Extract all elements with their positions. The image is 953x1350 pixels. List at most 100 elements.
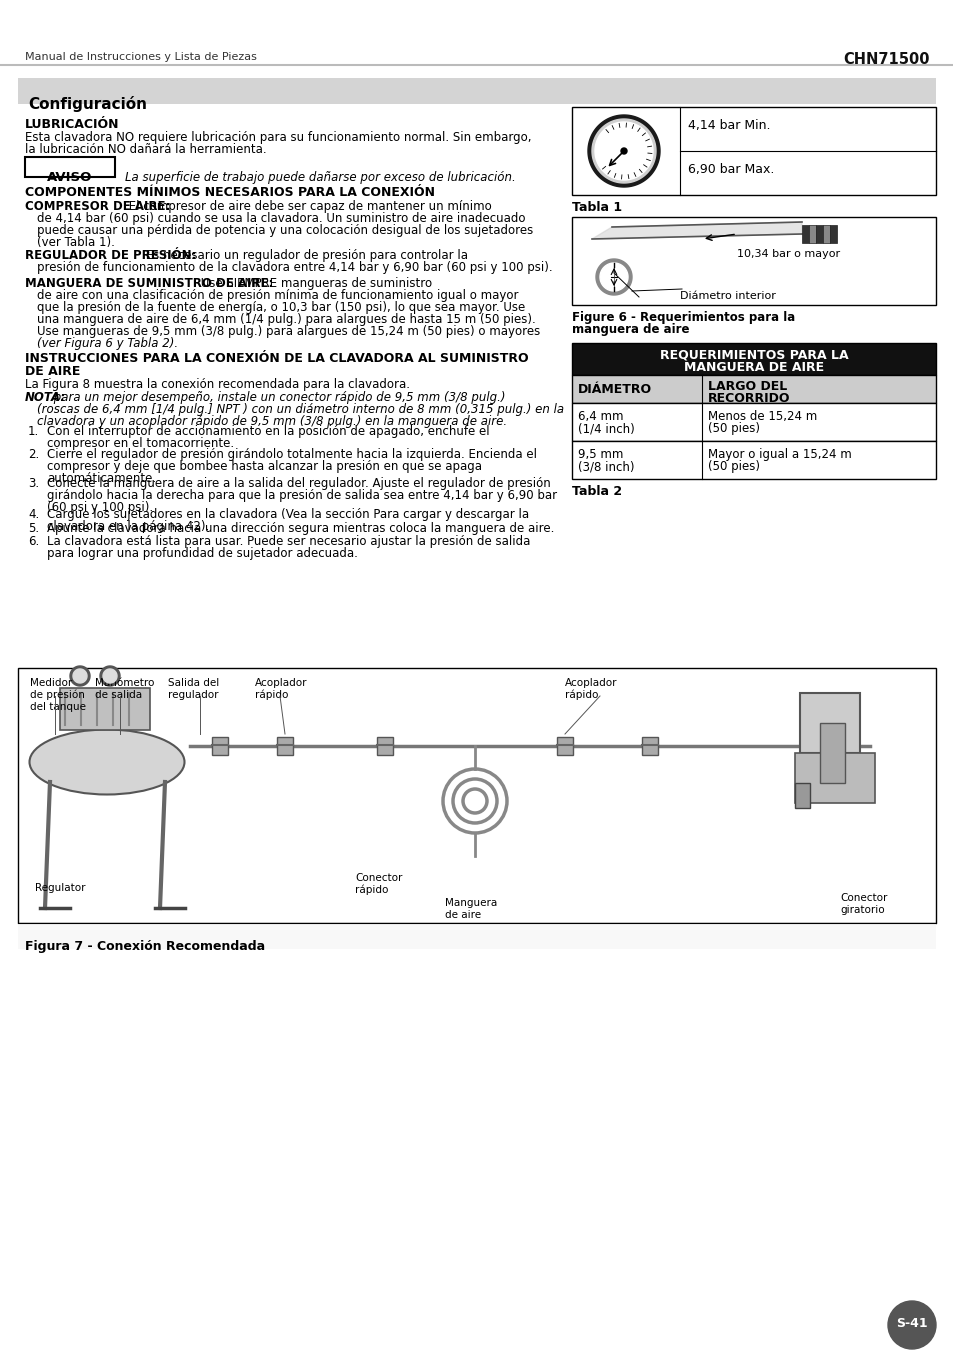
Text: Mayor o igual a 15,24 m: Mayor o igual a 15,24 m [707,448,851,460]
Text: Tabla 2: Tabla 2 [572,485,621,498]
Text: NOTA:: NOTA: [25,392,66,404]
Text: clavadora y un acoplador rápido de 9,5 mm (3/8 pulg.) en la manguera de aire.: clavadora y un acoplador rápido de 9,5 m… [37,414,507,428]
Text: MANGUERA DE AIRE: MANGUERA DE AIRE [683,360,823,374]
Bar [18,923,935,949]
Bar [815,225,822,243]
Polygon shape [73,670,87,683]
Bar [808,225,815,243]
Polygon shape [103,670,117,683]
Text: 9,5 mm: 9,5 mm [578,448,622,460]
Bar [376,737,393,755]
Text: la lubricación NO dañará la herramienta.: la lubricación NO dañará la herramienta. [25,143,266,157]
Text: 4,14 bar Min.: 4,14 bar Min. [687,119,770,132]
Polygon shape [596,259,631,296]
Text: manguera de aire: manguera de aire [572,323,689,336]
Text: Salida del
regulador: Salida del regulador [168,678,219,699]
Bar [801,225,808,243]
Bar [18,668,935,923]
Text: presión de funcionamiento de la clavadora entre 4,14 bar y 6,90 bar (60 psi y 10: presión de funcionamiento de la clavador… [37,261,552,274]
Bar [572,441,935,479]
Text: compresor en el tomacorriente.: compresor en el tomacorriente. [47,437,233,450]
Bar [557,737,573,755]
Polygon shape [587,115,659,188]
Ellipse shape [30,729,184,795]
Bar [822,225,829,243]
Text: girándolo hacia la derecha para que la presión de salida sea entre 4,14 bar y 6,: girándolo hacia la derecha para que la p… [47,489,557,502]
Polygon shape [620,148,626,154]
Circle shape [887,1301,935,1349]
Text: 6,90 bar Max.: 6,90 bar Max. [687,163,774,176]
Text: Manguera
de aire: Manguera de aire [444,898,497,919]
Text: CHN71500: CHN71500 [842,53,929,68]
Text: Cierre el regulador de presión girándolo totalmente hacia la izquierda. Encienda: Cierre el regulador de presión girándolo… [47,448,537,460]
Bar [0,0,953,78]
Text: Conecte la manguera de aire a la salida del regulador. Ajuste el regulador de pr: Conecte la manguera de aire a la salida … [47,477,550,490]
Text: S-41: S-41 [895,1318,927,1330]
Text: Regulator: Regulator [35,883,86,892]
Text: DE AIRE: DE AIRE [25,364,80,378]
Text: para lograr una profundidad de sujetador adecuada.: para lograr una profundidad de sujetador… [47,547,357,560]
Bar [572,217,935,305]
Text: Conector
rápido: Conector rápido [355,873,402,895]
Bar [276,737,293,755]
Text: La Figura 8 muestra la conexión recomendada para la clavadora.: La Figura 8 muestra la conexión recomend… [25,378,410,392]
Text: Es necesario un regulador de presión para controlar la: Es necesario un regulador de presión par… [141,248,467,262]
Text: compresor y deje que bombee hasta alcanzar la presión en que se apaga: compresor y deje que bombee hasta alcanz… [47,460,481,472]
Bar [60,688,150,730]
Bar [572,107,935,194]
Text: La superficie de trabajo puede dañarse por exceso de lubricación.: La superficie de trabajo puede dañarse p… [125,171,516,184]
Bar [820,724,844,783]
Text: COMPRESOR DE AIRE:: COMPRESOR DE AIRE: [25,200,171,213]
Bar [641,737,658,755]
Text: puede causar una pérdida de potencia y una colocación desigual de los sujetadore: puede causar una pérdida de potencia y u… [37,224,533,238]
Bar [572,343,935,375]
Bar [572,404,935,441]
Text: REGULADOR DE PRESIÓN:: REGULADOR DE PRESIÓN: [25,248,196,262]
Text: (50 pies): (50 pies) [707,460,760,472]
Text: de aire con una clasificación de presión mínima de funcionamiento igual o mayor: de aire con una clasificación de presión… [37,289,518,302]
Text: Use SIEMPRE mangueras de suministro: Use SIEMPRE mangueras de suministro [197,277,432,290]
Text: Acoplador
rápido: Acoplador rápido [254,678,307,701]
Text: (roscas de 6,4 mm [1/4 pulg.] NPT ) con un diámetro interno de 8 mm (0,315 pulg.: (roscas de 6,4 mm [1/4 pulg.] NPT ) con … [37,404,563,416]
Text: Configuración: Configuración [28,96,147,112]
Text: automáticamente.: automáticamente. [47,472,156,485]
Text: 3.: 3. [28,477,39,490]
Text: Esta clavadora NO requiere lubricación para su funcionamiento normal. Sin embarg: Esta clavadora NO requiere lubricación p… [25,131,531,144]
Bar [794,753,874,803]
Polygon shape [592,119,656,184]
Bar [794,783,809,809]
Bar [18,78,935,104]
Text: Manual de Instrucciones y Lista de Piezas: Manual de Instrucciones y Lista de Pieza… [25,53,256,62]
Polygon shape [595,122,652,180]
Bar [572,375,935,404]
Text: 4.: 4. [28,508,39,521]
Polygon shape [70,666,90,686]
Text: Conector
giratorio: Conector giratorio [840,892,886,914]
Text: Diámetro interior: Diámetro interior [679,292,775,301]
Text: DIÁMETRO: DIÁMETRO [578,383,652,396]
Text: una manguera de aire de 6,4 mm (1/4 pulg.) para alargues de hasta 15 m (50 pies): una manguera de aire de 6,4 mm (1/4 pulg… [37,313,536,325]
Text: Figura 7 - Conexión Recomendada: Figura 7 - Conexión Recomendada [25,940,265,953]
Polygon shape [592,221,801,239]
Text: clavadora en la página 42).: clavadora en la página 42). [47,520,209,533]
Text: Medidor
de presión
del tanque: Medidor de presión del tanque [30,678,86,711]
Polygon shape [100,666,120,686]
Text: REQUERIMIENTOS PARA LA: REQUERIMIENTOS PARA LA [659,350,847,362]
Text: 6.: 6. [28,535,39,548]
Text: para un mejor desempeño, instale un conector rápido de 9,5 mm (3/8 pulg.): para un mejor desempeño, instale un cone… [50,392,505,404]
Polygon shape [599,263,627,292]
Text: (ver Tabla 1).: (ver Tabla 1). [37,236,114,248]
Bar [800,693,859,753]
Text: La clavadora está lista para usar. Puede ser necesario ajustar la presión de sal: La clavadora está lista para usar. Puede… [47,535,530,548]
Text: 10,34 bar o mayor: 10,34 bar o mayor [737,248,840,259]
Text: 2.: 2. [28,448,39,460]
Text: Menos de 15,24 m: Menos de 15,24 m [707,410,817,423]
Text: Con el interruptor de accionamiento en la posición de apagado, enchufe el: Con el interruptor de accionamiento en l… [47,425,489,437]
Text: AVISO: AVISO [48,171,92,184]
Text: LUBRICACIÓN: LUBRICACIÓN [25,117,119,131]
Text: Use mangueras de 9,5 mm (3/8 pulg.) para alargues de 15,24 m (50 pies) o mayores: Use mangueras de 9,5 mm (3/8 pulg.) para… [37,325,539,338]
Bar [25,157,115,177]
Text: (3/8 inch): (3/8 inch) [578,460,634,472]
Text: Manómetro
de salida: Manómetro de salida [95,678,154,699]
Text: Apunte la clavadora hacia una dirección segura mientras coloca la manguera de ai: Apunte la clavadora hacia una dirección … [47,522,554,535]
